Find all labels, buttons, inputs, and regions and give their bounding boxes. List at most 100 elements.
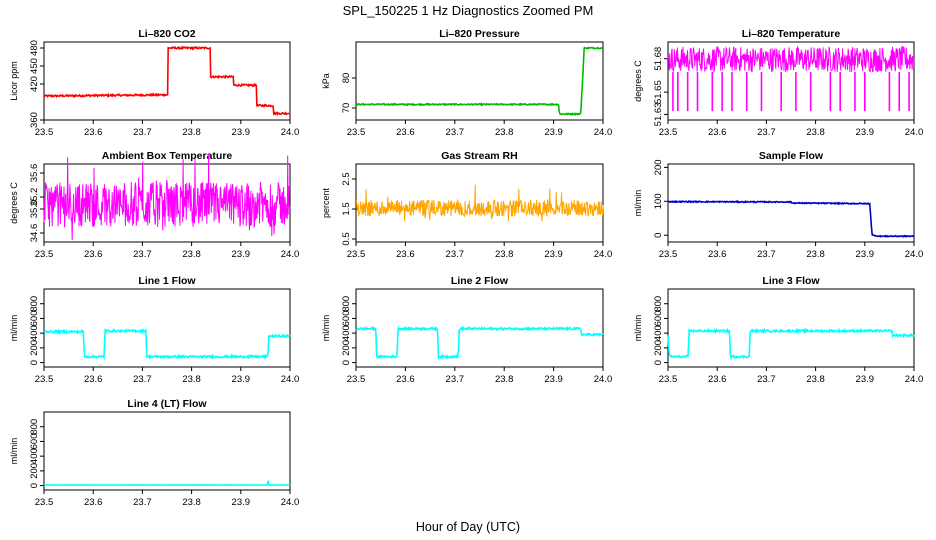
panel-3: Li–820 Temperature 23.5 23.6 23.7 23.8 23.9 24… <box>633 28 923 138</box>
panel-7: Line 1 Flow 23.5 23.6 23.7 23.8 23.9 24.0 0 2004… <box>9 275 299 385</box>
y-tick-label: 200 <box>653 340 664 356</box>
y-tick-label: 480 <box>29 40 40 56</box>
x-tick-label: 23.9 <box>856 249 875 260</box>
panel-10: Line 4 (LT) Flow 23.5 23.6 23.7 23.8 23.9 24.0… <box>9 398 299 508</box>
panel-5: Gas Stream RH 23.5 23.6 23.7 23.8 23.9 24.0 0.5… <box>321 150 612 260</box>
series-line <box>44 480 291 486</box>
x-tick-label: 23.7 <box>446 249 465 260</box>
x-tick-label: 23.7 <box>757 249 776 260</box>
y-axis-label: ml/min <box>633 315 643 342</box>
x-tick-label: 24.0 <box>281 497 300 508</box>
x-tick-label: 23.6 <box>708 374 727 385</box>
x-tick-label: 23.9 <box>232 497 251 508</box>
y-tick-label: 800 <box>341 296 352 312</box>
x-tick-label: 23.6 <box>396 127 415 138</box>
x-tick-label: 23.7 <box>133 374 152 385</box>
panel-1: Li–820 CO2 23.5 23.6 23.7 23.8 23.9 24.0 360 420… <box>9 28 299 138</box>
y-tick-label: 51.65 <box>653 80 664 104</box>
y-tick-label: 400 <box>29 325 40 341</box>
x-tick-label: 23.8 <box>182 497 201 508</box>
plot-frame <box>43 288 291 368</box>
y-axis-label: ml/min <box>9 438 19 465</box>
series-line <box>355 46 604 116</box>
y-tick-label: 400 <box>653 325 664 341</box>
y-tick-label: 0 <box>29 483 40 488</box>
y-tick-label: 100 <box>653 193 664 209</box>
y-axis-label: degrees C <box>633 60 643 102</box>
plot-frame <box>355 41 604 121</box>
y-tick-label: 360 <box>29 112 40 128</box>
y-tick-label: 600 <box>29 311 40 327</box>
series-line <box>43 45 291 117</box>
y-tick-label: 51.68 <box>653 47 664 71</box>
y-tick-label: 0.5 <box>341 232 352 245</box>
series-line <box>355 325 604 361</box>
x-tick-label: 23.6 <box>84 497 103 508</box>
series-line <box>43 327 291 361</box>
panel-8: Line 2 Flow 23.5 23.6 23.7 23.8 23.9 24.0 0 2004… <box>321 275 612 385</box>
plot-frame <box>355 288 604 368</box>
y-tick-label: 400 <box>29 448 40 464</box>
y-axis-label: ml/min <box>9 315 19 342</box>
panel-title: Gas Stream RH <box>441 150 517 162</box>
x-tick-label: 23.6 <box>84 127 103 138</box>
x-tick-label: 23.7 <box>446 127 465 138</box>
y-axis-label: percent <box>321 187 331 218</box>
x-tick-label: 23.9 <box>544 249 563 260</box>
y-tick-label: 800 <box>29 419 40 435</box>
figure-x-axis-label: Hour of Day (UTC) <box>416 520 520 534</box>
x-tick-label: 24.0 <box>594 374 613 385</box>
y-tick-label: 0 <box>341 360 352 365</box>
series-line <box>355 184 604 222</box>
y-tick-label: 0 <box>653 233 664 238</box>
y-tick-label: 1.5 <box>341 202 352 215</box>
x-tick-label: 23.9 <box>232 127 251 138</box>
x-tick-label: 23.5 <box>35 374 54 385</box>
y-tick-label: 200 <box>341 340 352 356</box>
x-tick-label: 24.0 <box>594 127 613 138</box>
y-tick-label: 35.6 <box>29 164 40 183</box>
y-tick-label: 34.6 <box>29 224 40 243</box>
y-tick-label: 600 <box>29 434 40 450</box>
y-tick-label: 0 <box>653 360 664 365</box>
y-tick-label: 600 <box>341 311 352 327</box>
series-line <box>667 199 915 238</box>
panel-title: Ambient Box Temperature <box>102 150 233 162</box>
x-tick-label: 23.6 <box>396 249 415 260</box>
x-tick-label: 23.5 <box>347 249 366 260</box>
panel-2: Li–820 Pressure 23.5 23.6 23.7 23.8 23.9 24.0 7… <box>321 28 612 138</box>
x-tick-label: 23.8 <box>182 374 201 385</box>
x-tick-label: 23.5 <box>35 249 54 260</box>
y-tick-label: 51.63 <box>653 103 664 127</box>
x-tick-label: 23.7 <box>757 374 776 385</box>
y-axis-label: ml/min <box>633 190 643 217</box>
x-tick-label: 23.9 <box>232 249 251 260</box>
y-tick-label: 200 <box>29 340 40 356</box>
x-tick-label: 23.9 <box>856 127 875 138</box>
y-tick-label: 200 <box>653 159 664 175</box>
x-tick-label: 23.9 <box>544 374 563 385</box>
x-tick-label: 23.9 <box>856 374 875 385</box>
y-tick-label: 80 <box>341 73 352 84</box>
y-tick-label: 420 <box>29 76 40 92</box>
x-tick-label: 23.7 <box>133 127 152 138</box>
x-tick-label: 23.5 <box>347 374 366 385</box>
plot-frame <box>43 411 291 491</box>
y-tick-label: 0 <box>29 360 40 365</box>
panel-title: Sample Flow <box>759 150 824 162</box>
x-tick-label: 23.5 <box>659 374 678 385</box>
x-tick-label: 23.8 <box>182 249 201 260</box>
x-tick-label: 23.6 <box>708 249 727 260</box>
panel-4: Ambient Box Temperature 23.5 23.6 23.7 23.8 2… <box>9 150 299 260</box>
plot-frame <box>667 163 915 243</box>
panel-9: Line 3 Flow 23.5 23.6 23.7 23.8 23.9 24.0 0 2004… <box>633 275 923 385</box>
x-tick-label: 23.9 <box>544 127 563 138</box>
panel-title: Line 4 (LT) Flow <box>127 398 207 410</box>
figure-title: SPL_150225 1 Hz Diagnostics Zoomed PM <box>343 3 594 18</box>
y-axis-label: Licor ppm <box>9 61 19 101</box>
panel-title: Li–820 CO2 <box>138 28 195 40</box>
x-tick-label: 23.7 <box>133 497 152 508</box>
x-tick-label: 23.8 <box>806 249 825 260</box>
y-axis-label: degrees C <box>9 182 19 224</box>
